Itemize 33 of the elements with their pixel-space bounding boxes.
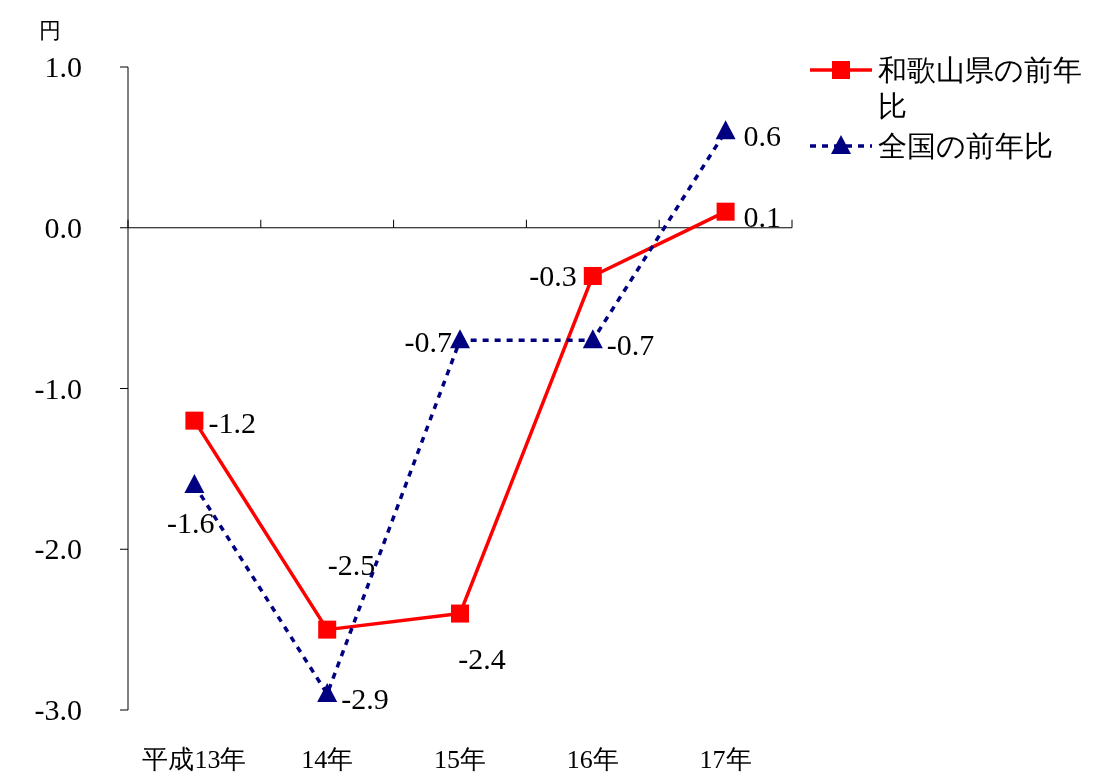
point	[318, 620, 337, 639]
y-tick-label: -1.0	[34, 371, 82, 405]
data-label: -2.5	[327, 547, 376, 581]
x-tick-label: 14年	[301, 745, 354, 774]
point	[185, 411, 204, 430]
data-label: -1.2	[208, 405, 256, 439]
y-tick-label: 1.0	[44, 50, 82, 83]
legend-label: 全国の前年比	[878, 130, 1053, 162]
data-label: 0.6	[743, 119, 782, 153]
data-label: 0.1	[743, 199, 782, 233]
x-tick-label: 17年	[699, 745, 752, 774]
x-tick-label: 16年	[566, 745, 619, 774]
y-axis-title: 円	[39, 18, 61, 43]
point	[583, 266, 602, 285]
data-label: -0.7	[606, 328, 655, 362]
x-tick-label: 15年	[434, 745, 486, 774]
legend-label: 和歌山県の前年比	[878, 54, 1082, 122]
point	[317, 682, 338, 702]
point	[451, 604, 469, 623]
x-tick-label: 平成13年	[142, 745, 247, 774]
data-label: -2.9	[341, 681, 389, 715]
data-label: -2.4	[458, 641, 506, 675]
point	[450, 329, 470, 349]
point	[716, 202, 735, 221]
data-label: -0.3	[529, 258, 577, 292]
point	[184, 473, 205, 493]
y-tick-label: -2.0	[34, 532, 82, 566]
point	[715, 120, 736, 140]
data-label: -0.7	[404, 325, 452, 359]
data-label: -1.6	[166, 505, 215, 539]
y-tick-label: -3.0	[34, 693, 82, 726]
point	[582, 329, 603, 349]
y-tick-label: 0.0	[44, 210, 82, 244]
